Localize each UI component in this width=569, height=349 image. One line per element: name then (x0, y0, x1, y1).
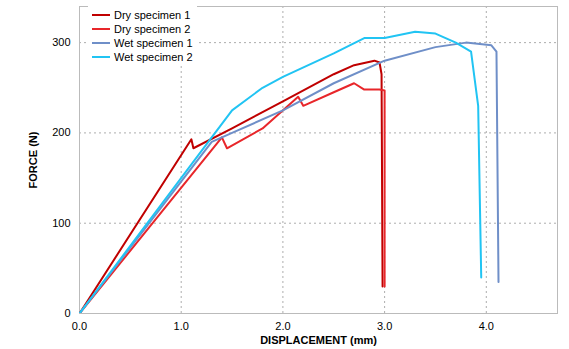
svg-text:300: 300 (52, 36, 70, 48)
html-text:Wet specimen 2: Wet specimen 2 (114, 51, 193, 63)
svg-text:FORCE (N): FORCE (N) (27, 131, 39, 188)
html-text:Dry specimen 1: Dry specimen 1 (114, 9, 191, 21)
svg-text:0: 0 (64, 307, 70, 319)
svg-text:200: 200 (52, 126, 70, 138)
svg-text:DISPLACEMENT (mm): DISPLACEMENT (mm) (260, 334, 377, 346)
svg-text:100: 100 (52, 217, 70, 229)
html-text:Dry specimen 2: Dry specimen 2 (114, 23, 191, 35)
svg-text:1.0: 1.0 (174, 320, 189, 332)
svg-text:3.0: 3.0 (377, 320, 392, 332)
svg-text:0.0: 0.0 (72, 320, 87, 332)
html-text:Wet specimen 1: Wet specimen 1 (114, 37, 193, 49)
svg-text:4.0: 4.0 (479, 320, 494, 332)
svg-text:2.0: 2.0 (275, 320, 290, 332)
